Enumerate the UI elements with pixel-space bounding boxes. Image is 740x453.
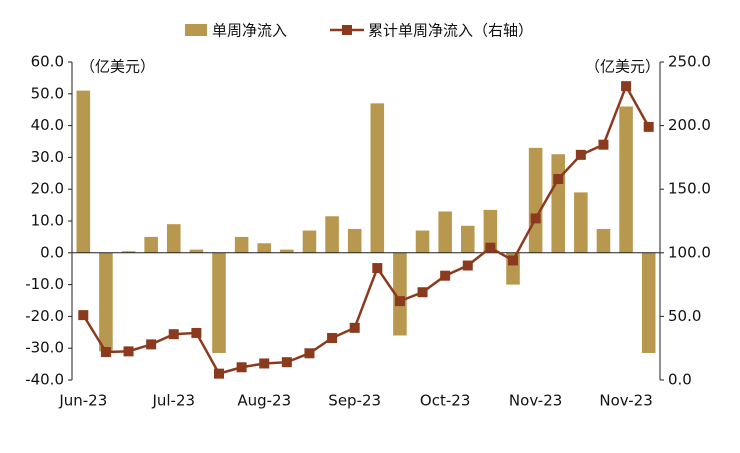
- marker: [304, 348, 315, 359]
- bar: [325, 216, 339, 253]
- y-tick-label: 10.0: [31, 212, 64, 230]
- y2-axis-unit: （亿美元）: [585, 58, 660, 76]
- y2-tick-label: 50.0: [668, 307, 701, 325]
- marker: [214, 368, 224, 379]
- bar: [641, 252, 656, 353]
- marker: [349, 322, 360, 333]
- bar: [212, 252, 226, 353]
- marker: [100, 347, 111, 358]
- y-tick-label: 60.0: [31, 53, 64, 71]
- bar: [189, 249, 204, 253]
- bar: [76, 90, 91, 253]
- marker: [621, 81, 632, 92]
- bar: [347, 228, 362, 253]
- marker: [372, 263, 383, 274]
- marker: [553, 174, 564, 185]
- bar: [234, 236, 249, 253]
- bar: [483, 209, 498, 253]
- bar: [415, 230, 430, 253]
- y2-tick-label: 250.0: [668, 53, 711, 71]
- marker: [168, 329, 179, 340]
- bar: [528, 147, 543, 253]
- y2-tick-label: 200.0: [668, 116, 711, 134]
- x-tick-label: Sep-23: [328, 392, 381, 410]
- marker: [236, 362, 247, 373]
- y-tick-label: -30.0: [25, 339, 64, 357]
- bar: [144, 236, 158, 253]
- marker: [485, 242, 496, 253]
- x-tick-label: Nov-23: [599, 392, 652, 410]
- marker: [191, 327, 202, 338]
- x-tick-label: Aug-23: [237, 392, 291, 410]
- x-tick-label: Jul-23: [151, 392, 195, 410]
- marker: [530, 213, 541, 224]
- bar: [280, 249, 294, 253]
- marker: [575, 149, 586, 160]
- legend-label: 累计单周净流入（右轴）: [368, 22, 533, 40]
- marker: [259, 358, 270, 369]
- bar: [370, 103, 385, 253]
- legend-label: 单周净流入: [212, 22, 287, 40]
- bar: [438, 211, 452, 253]
- x-tick-label: Nov-23: [509, 392, 562, 410]
- y-tick-label: 20.0: [31, 180, 64, 198]
- bar: [302, 230, 317, 253]
- y-tick-label: 50.0: [31, 84, 64, 102]
- marker: [462, 260, 473, 271]
- y-tick-label: -20.0: [25, 307, 64, 325]
- bar: [99, 252, 113, 352]
- marker: [508, 255, 518, 266]
- bar: [551, 154, 566, 253]
- legend-marker: [342, 25, 352, 35]
- bar: [393, 252, 407, 336]
- legend-swatch: [185, 24, 207, 36]
- x-tick-label: Jun-23: [58, 392, 107, 410]
- y2-tick-label: 0.0: [668, 371, 692, 389]
- y-tick-label: 30.0: [31, 148, 64, 166]
- bar: [121, 251, 136, 253]
- y-tick-label: 40.0: [31, 116, 64, 134]
- marker: [78, 310, 89, 321]
- marker: [123, 346, 134, 357]
- y2-tick-label: 100.0: [668, 243, 711, 261]
- y2-tick-label: 150.0: [668, 180, 711, 198]
- marker: [327, 333, 338, 344]
- y-tick-label: -10.0: [25, 275, 64, 293]
- y-tick-label: -40.0: [25, 371, 64, 389]
- y-tick-label: 0.0: [40, 243, 64, 261]
- bar: [257, 243, 272, 253]
- bar: [166, 224, 181, 253]
- marker: [417, 287, 428, 298]
- marker: [643, 121, 654, 132]
- marker: [394, 296, 405, 307]
- marker: [440, 270, 451, 281]
- bar: [574, 192, 588, 253]
- bar: [619, 106, 633, 253]
- x-tick-label: Oct-23: [420, 392, 470, 410]
- bar: [460, 225, 475, 253]
- y-axis-unit: （亿美元）: [80, 58, 155, 76]
- marker: [146, 339, 157, 350]
- marker: [281, 357, 292, 368]
- marker: [598, 139, 609, 150]
- bar: [596, 228, 611, 253]
